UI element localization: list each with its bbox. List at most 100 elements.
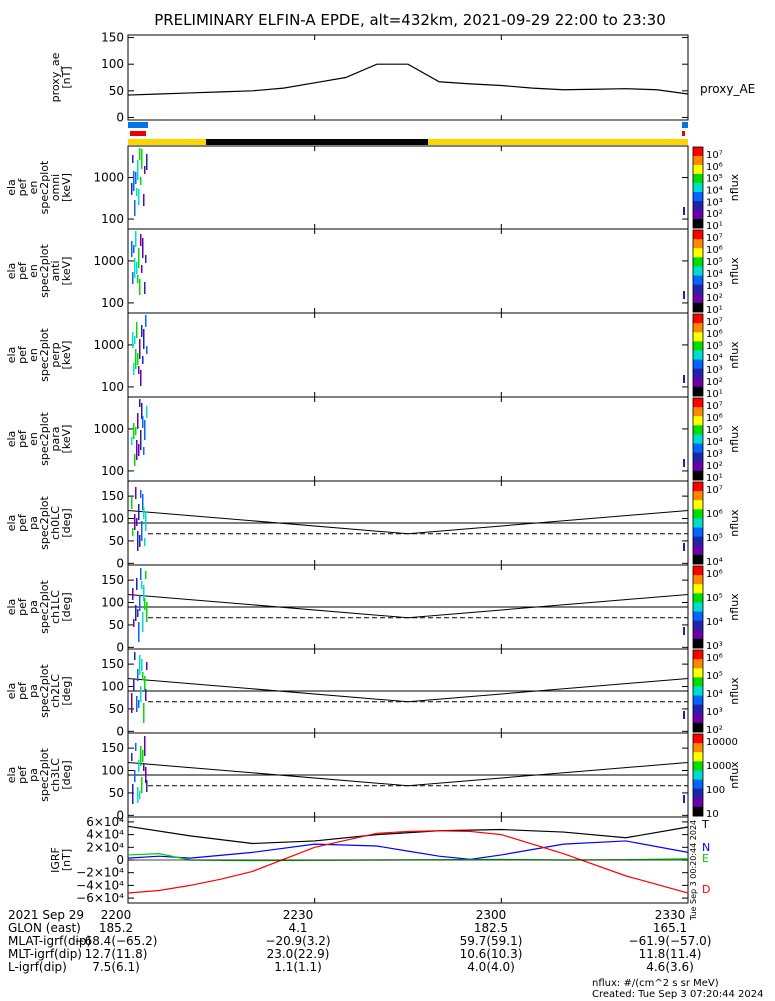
ylabel-line: proxy_ae: [49, 52, 62, 102]
ylabel-line: ela: [5, 599, 18, 616]
ytick-label: 0: [116, 110, 124, 124]
spectrogram-pixel: [142, 672, 144, 680]
spectrogram-pixel: [138, 504, 140, 520]
colorbar-swatch: [693, 806, 703, 817]
colorbar-swatch: [693, 575, 703, 585]
colorbar-swatch: [693, 752, 703, 762]
colorbar-swatch: [693, 722, 703, 733]
colorbar-swatch: [693, 416, 703, 426]
colorbar-swatch: [693, 761, 703, 771]
spectrogram-pixel: [143, 329, 145, 349]
spectrogram-pixel: [144, 166, 146, 174]
legend-entry-d: D: [702, 883, 710, 896]
colorbar-swatch: [693, 527, 703, 538]
colorbar-swatch: [693, 341, 703, 351]
spectrogram-pixel: [140, 490, 142, 498]
colorbar-swatch: [693, 275, 703, 286]
ylabel-line: pef: [16, 429, 29, 448]
ytick-label: 100: [101, 464, 124, 478]
ytick-label: 6×10⁴: [86, 815, 124, 829]
colorbar-tick-label: 10⁷: [706, 317, 723, 328]
spectrogram-pixel: [134, 770, 136, 782]
spectrogram-pixel: [135, 231, 137, 247]
colorbar-swatch: [693, 779, 703, 790]
spectrogram-pixel: [136, 696, 138, 712]
colorbar-tick-label: 100: [706, 785, 725, 796]
spectrogram-pixel: [141, 521, 143, 541]
series-line-e: [127, 853, 689, 862]
colorbar-tick-label: 10¹: [706, 473, 723, 484]
ylabel-line: [deg]: [60, 676, 73, 705]
ylabel-line: ch1LC: [49, 590, 62, 624]
colorbar-frame: [692, 733, 704, 817]
ytick-label: 50: [109, 618, 124, 632]
colorbar-swatch: [693, 452, 703, 463]
spectrogram-pixel: [131, 753, 133, 761]
state-bars: [128, 122, 688, 145]
colorbar-swatch: [693, 332, 703, 342]
ylabel-line: perp: [49, 342, 62, 367]
spectrogram-pixel: [137, 160, 139, 180]
spectrogram-pixel: [138, 248, 140, 268]
spectrogram-pixel: [140, 686, 142, 702]
ytick-label: 100: [101, 680, 124, 694]
ylabel-line: spec2plot: [38, 664, 51, 718]
colorbar-tick-label: 10⁶: [706, 413, 723, 424]
panel-proxy-ae: proxy_ae[nT] 150 100 50 0 proxy_AE: [49, 31, 755, 125]
colorbar-swatch: [693, 248, 703, 258]
spectrogram-pixel: [137, 669, 139, 681]
colorbar-swatch: [693, 500, 703, 510]
spectrogram-pixel: [136, 440, 138, 460]
legend-entry-e: E: [702, 852, 709, 865]
colorbar-frame: [692, 146, 704, 229]
spectrogram-pixel: [144, 736, 146, 756]
colorbar-swatch: [693, 620, 703, 631]
colorbar-tick-label: 10²: [706, 461, 723, 472]
ytick-label: −2×10⁴: [76, 866, 124, 880]
spectrogram-pixel: [138, 366, 140, 374]
plot-title: PRELIMINARY ELFIN-A EPDE, alt=432km, 202…: [154, 11, 666, 29]
colorbar-swatch: [693, 677, 703, 687]
ytick-label: 1000: [93, 338, 124, 352]
spectrogram-pixel: [138, 444, 140, 456]
spectrogram-pixel: [134, 652, 136, 660]
colorbar-swatch: [693, 377, 703, 388]
panel-frame: [127, 396, 689, 482]
footer-row-value: 185.2: [98, 921, 134, 935]
ylabel-line: [deg]: [60, 508, 73, 537]
spectrogram-pixel: [133, 679, 135, 691]
spectrogram-pixel: [136, 578, 138, 590]
colorbar-tick-label: 10²: [706, 293, 723, 304]
ytick-label: 50: [109, 702, 124, 716]
ytick-label: 150: [101, 489, 124, 503]
colorbar-swatch: [693, 174, 703, 184]
spectrogram-pixel: [137, 531, 139, 551]
ytick-label: 0: [116, 556, 124, 570]
colorbar-swatch: [693, 638, 703, 649]
spectrogram-pixel: [145, 689, 147, 701]
ylabel-line: [keV]: [60, 341, 73, 370]
loss-cone-line: [127, 761, 689, 787]
colorbar-swatch: [693, 593, 703, 603]
colorbar-tick-label: 10³: [706, 707, 723, 718]
colorbar-swatch: [693, 323, 703, 333]
spectrogram-pixel: [142, 750, 144, 762]
spectrogram-pixel: [146, 662, 148, 670]
colorbar-frame: [692, 397, 704, 481]
colorbar-swatch: [693, 314, 703, 324]
spectrogram-pixel: [138, 189, 140, 205]
ylabel-line: IGRF: [49, 847, 62, 873]
ytick-label: 150: [101, 31, 124, 45]
colorbar-swatch: [693, 443, 703, 454]
colorbar-tick-label: 10⁵: [706, 425, 723, 436]
spectrogram-pixel: [136, 322, 138, 338]
spectrogram-pixel: [141, 581, 143, 589]
ylabel-line: [deg]: [60, 760, 73, 789]
spectrogram-pixel: [143, 763, 145, 771]
ytick-label: 0: [116, 724, 124, 738]
ylabel-line: pef: [16, 681, 29, 700]
spectrogram-pixel: [683, 291, 685, 299]
spectrogram-pixel: [136, 188, 138, 196]
